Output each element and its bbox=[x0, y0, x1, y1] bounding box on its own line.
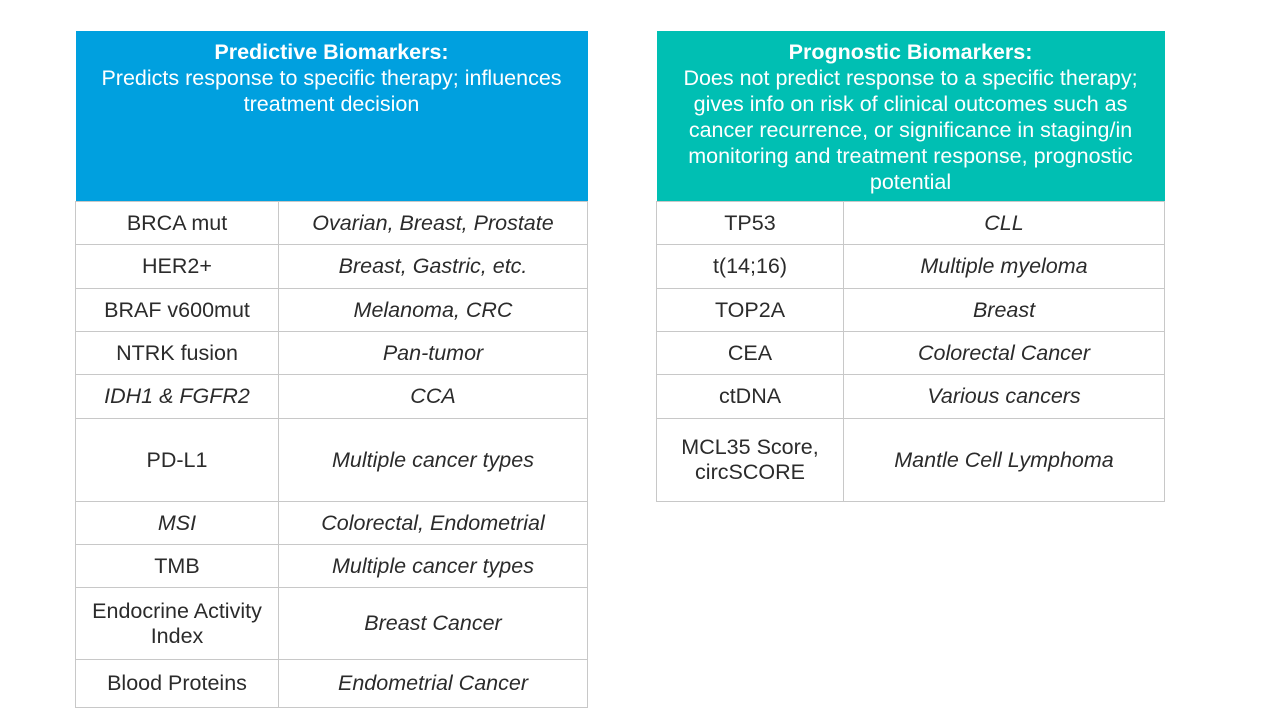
table-row: MSI Colorectal, Endometrial bbox=[75, 501, 588, 545]
table-row: PD-L1 Multiple cancer types bbox=[75, 418, 588, 502]
biomarker-cell: MCL35 Score, circSCORE bbox=[656, 418, 844, 502]
table-row: CEA Colorectal Cancer bbox=[656, 331, 1166, 375]
table-row: BRCA mut Ovarian, Breast, Prostate bbox=[75, 201, 588, 245]
prognostic-header: Prognostic Biomarkers: Does not predict … bbox=[656, 31, 1165, 202]
biomarker-cell: Blood Proteins bbox=[75, 659, 279, 708]
table-row: TMB Multiple cancer types bbox=[75, 544, 588, 588]
cancer-type-cell: Mantle Cell Lymphoma bbox=[842, 418, 1166, 502]
cancer-type-cell: Colorectal Cancer bbox=[842, 331, 1166, 375]
table-row: Blood Proteins Endometrial Cancer bbox=[75, 659, 588, 708]
cancer-type-cell: Breast bbox=[842, 288, 1166, 332]
prognostic-biomarkers-table: Prognostic Biomarkers: Does not predict … bbox=[656, 31, 1166, 502]
predictive-header: Predictive Biomarkers: Predicts response… bbox=[75, 31, 588, 202]
biomarker-cell: NTRK fusion bbox=[75, 331, 279, 375]
biomarker-cell: Endocrine Activity Index bbox=[75, 587, 279, 660]
biomarker-cell: CEA bbox=[656, 331, 844, 375]
table-header-row: Prognostic Biomarkers: Does not predict … bbox=[656, 31, 1165, 202]
prognostic-description: Does not predict response to a specific … bbox=[683, 66, 1138, 194]
table-row: MCL35 Score, circSCORE Mantle Cell Lymph… bbox=[656, 418, 1166, 502]
prognostic-title: Prognostic Biomarkers: bbox=[788, 40, 1033, 64]
biomarker-cell: MSI bbox=[75, 501, 279, 545]
cancer-type-cell: Multiple cancer types bbox=[278, 544, 588, 588]
table-row: NTRK fusion Pan-tumor bbox=[75, 331, 588, 375]
table-row: TOP2A Breast bbox=[656, 288, 1166, 332]
cancer-type-cell: Multiple cancer types bbox=[278, 418, 588, 502]
biomarker-cell: TOP2A bbox=[656, 288, 844, 332]
table-row: ctDNA Various cancers bbox=[656, 374, 1166, 419]
biomarker-cell: HER2+ bbox=[75, 244, 279, 289]
biomarker-cell: TMB bbox=[75, 544, 279, 588]
table-row: TP53 CLL bbox=[656, 201, 1166, 245]
table-row: t(14;16) Multiple myeloma bbox=[656, 244, 1166, 289]
biomarker-cell: BRAF v600mut bbox=[75, 288, 279, 332]
cancer-type-cell: Endometrial Cancer bbox=[278, 659, 588, 708]
table-row: HER2+ Breast, Gastric, etc. bbox=[75, 244, 588, 289]
cancer-type-cell: Various cancers bbox=[842, 374, 1166, 419]
cancer-type-cell: Multiple myeloma bbox=[842, 244, 1166, 289]
biomarker-cell: t(14;16) bbox=[656, 244, 844, 289]
cancer-type-cell: CCA bbox=[278, 374, 588, 419]
table-row: IDH1 & FGFR2 CCA bbox=[75, 374, 588, 419]
biomarker-cell: PD-L1 bbox=[75, 418, 279, 502]
predictive-biomarkers-table: Predictive Biomarkers: Predicts response… bbox=[75, 31, 588, 708]
predictive-description: Predicts response to specific therapy; i… bbox=[101, 66, 562, 116]
cancer-type-cell: CLL bbox=[842, 201, 1166, 245]
cancer-type-cell: Colorectal, Endometrial bbox=[278, 501, 588, 545]
predictive-title: Predictive Biomarkers: bbox=[214, 40, 449, 64]
biomarker-cell: ctDNA bbox=[656, 374, 844, 419]
cancer-type-cell: Pan-tumor bbox=[278, 331, 588, 375]
table-row: Endocrine Activity Index Breast Cancer bbox=[75, 587, 588, 660]
cancer-type-cell: Ovarian, Breast, Prostate bbox=[278, 201, 588, 245]
table-row: BRAF v600mut Melanoma, CRC bbox=[75, 288, 588, 332]
biomarker-cell: IDH1 & FGFR2 bbox=[75, 374, 279, 419]
cancer-type-cell: Breast Cancer bbox=[278, 587, 588, 660]
table-header-row: Predictive Biomarkers: Predicts response… bbox=[75, 31, 588, 202]
cancer-type-cell: Melanoma, CRC bbox=[278, 288, 588, 332]
biomarker-cell: TP53 bbox=[656, 201, 844, 245]
biomarker-cell: BRCA mut bbox=[75, 201, 279, 245]
cancer-type-cell: Breast, Gastric, etc. bbox=[278, 244, 588, 289]
